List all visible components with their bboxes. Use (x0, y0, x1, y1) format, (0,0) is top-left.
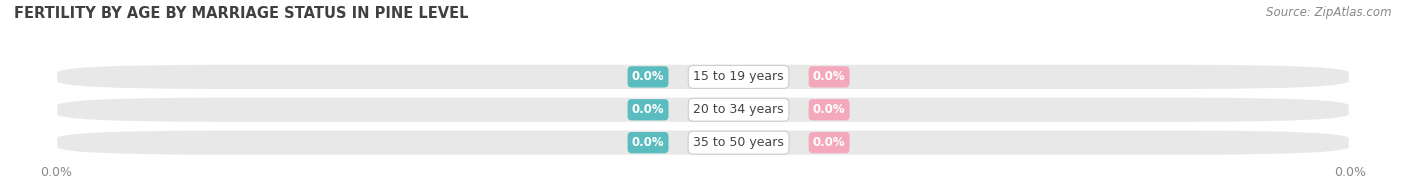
FancyBboxPatch shape (56, 64, 1350, 90)
Text: 0.0%: 0.0% (631, 70, 665, 83)
Text: 0.0%: 0.0% (813, 103, 845, 116)
Text: 0.0%: 0.0% (813, 136, 845, 149)
FancyBboxPatch shape (56, 97, 1350, 123)
Text: 15 to 19 years: 15 to 19 years (693, 70, 785, 83)
FancyBboxPatch shape (56, 130, 1350, 156)
Text: 20 to 34 years: 20 to 34 years (693, 103, 785, 116)
Text: 0.0%: 0.0% (813, 70, 845, 83)
Text: FERTILITY BY AGE BY MARRIAGE STATUS IN PINE LEVEL: FERTILITY BY AGE BY MARRIAGE STATUS IN P… (14, 6, 468, 21)
Text: 0.0%: 0.0% (631, 136, 665, 149)
Text: 0.0%: 0.0% (631, 103, 665, 116)
Text: Source: ZipAtlas.com: Source: ZipAtlas.com (1267, 6, 1392, 19)
Text: 35 to 50 years: 35 to 50 years (693, 136, 785, 149)
